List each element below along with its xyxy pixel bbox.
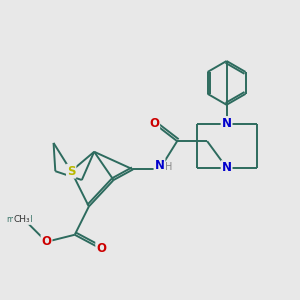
Text: N: N bbox=[222, 117, 232, 130]
Text: methyl: methyl bbox=[6, 215, 33, 224]
Text: CH₃: CH₃ bbox=[14, 215, 30, 224]
Text: N: N bbox=[154, 159, 164, 172]
Text: S: S bbox=[67, 165, 76, 178]
Text: N: N bbox=[222, 161, 232, 174]
Text: O: O bbox=[96, 242, 106, 255]
Text: O: O bbox=[149, 117, 159, 130]
Text: H: H bbox=[165, 162, 172, 172]
Text: O: O bbox=[41, 235, 52, 248]
